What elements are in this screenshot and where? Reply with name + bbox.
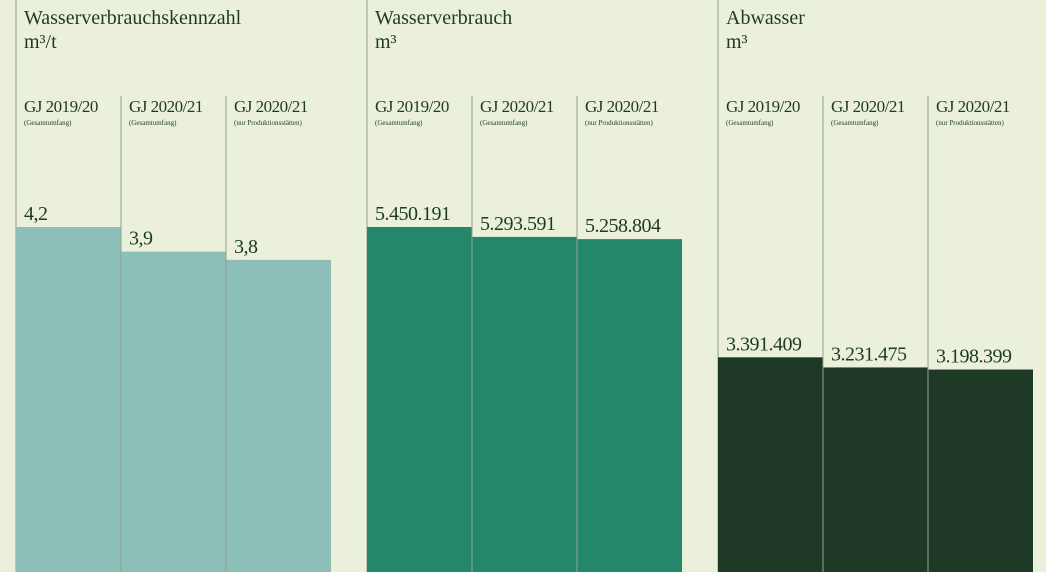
category-note: (Gesamtumfang) [24,119,72,127]
value-label: 3.391.409 [726,333,802,355]
category-label: GJ 2020/21 [585,97,659,116]
bar [121,251,226,572]
chart-title: Wasserverbrauch [375,7,512,29]
category-label: GJ 2019/20 [375,97,449,116]
category-label: GJ 2020/21 [831,97,905,116]
value-label: 3,9 [129,228,153,250]
chart-subtitle: m³ [726,31,748,53]
category-label: GJ 2019/20 [24,97,98,116]
bar [226,259,331,572]
category-label: GJ 2020/21 [480,97,554,116]
category-note: (Gesamtumfang) [726,119,774,127]
category-label: GJ 2019/20 [726,97,800,116]
bar [367,227,472,572]
category-label: GJ 2020/21 [936,97,1010,116]
value-label: 3.198.399 [936,346,1012,368]
chart-title: Abwasser [726,7,805,29]
value-label: 5.258.804 [585,215,661,237]
value-label: 5.450.191 [375,203,451,225]
value-label: 4,2 [24,203,48,225]
chart-subtitle: m³/t [24,31,57,53]
category-note: (Gesamtumfang) [375,119,423,127]
bar [718,357,823,572]
bar [823,367,928,572]
bar [16,227,121,572]
category-note: (Gesamtumfang) [831,119,879,127]
value-label: 5.293.591 [480,213,556,235]
category-note: (Gesamtumfang) [480,119,528,127]
category-note: (nur Produktionsstätten) [234,119,303,127]
category-label: GJ 2020/21 [129,97,203,116]
category-note: (Gesamtumfang) [129,119,177,127]
bar [928,369,1033,572]
category-note: (nur Produktionsstätten) [585,119,654,127]
value-label: 3,8 [234,236,258,258]
category-note: (nur Produktionsstätten) [936,119,1005,127]
chart-subtitle: m³ [375,31,397,53]
bar [472,236,577,572]
category-label: GJ 2020/21 [234,97,308,116]
chart-title: Wasserverbrauchskennzahl [24,7,242,29]
value-label: 3.231.475 [831,343,907,365]
bar [577,239,682,572]
